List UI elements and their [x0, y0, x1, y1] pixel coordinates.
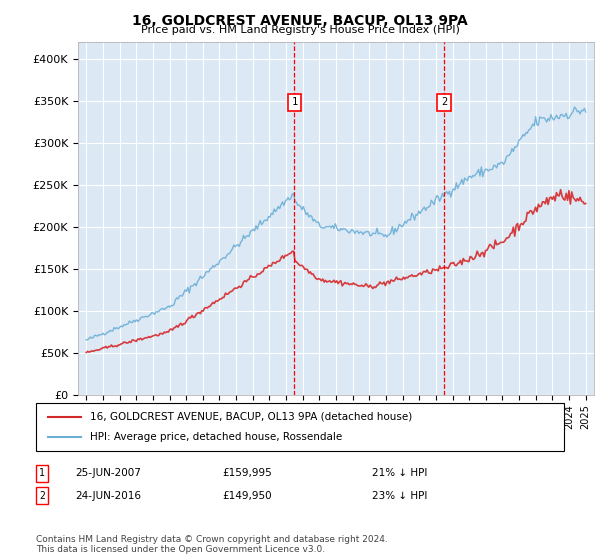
- Text: HPI: Average price, detached house, Rossendale: HPI: Average price, detached house, Ross…: [90, 432, 342, 442]
- Text: 2: 2: [39, 491, 45, 501]
- Text: £159,995: £159,995: [222, 468, 272, 478]
- Text: 24-JUN-2016: 24-JUN-2016: [75, 491, 141, 501]
- Text: £149,950: £149,950: [222, 491, 272, 501]
- Text: Contains HM Land Registry data © Crown copyright and database right 2024.
This d: Contains HM Land Registry data © Crown c…: [36, 535, 388, 554]
- Text: 25-JUN-2007: 25-JUN-2007: [75, 468, 141, 478]
- Text: 2: 2: [441, 97, 448, 108]
- Text: 23% ↓ HPI: 23% ↓ HPI: [372, 491, 427, 501]
- Text: 21% ↓ HPI: 21% ↓ HPI: [372, 468, 427, 478]
- Text: Price paid vs. HM Land Registry's House Price Index (HPI): Price paid vs. HM Land Registry's House …: [140, 25, 460, 35]
- Text: 1: 1: [39, 468, 45, 478]
- Text: 16, GOLDCREST AVENUE, BACUP, OL13 9PA (detached house): 16, GOLDCREST AVENUE, BACUP, OL13 9PA (d…: [90, 412, 412, 422]
- Text: 16, GOLDCREST AVENUE, BACUP, OL13 9PA: 16, GOLDCREST AVENUE, BACUP, OL13 9PA: [132, 14, 468, 28]
- Text: 1: 1: [291, 97, 298, 108]
